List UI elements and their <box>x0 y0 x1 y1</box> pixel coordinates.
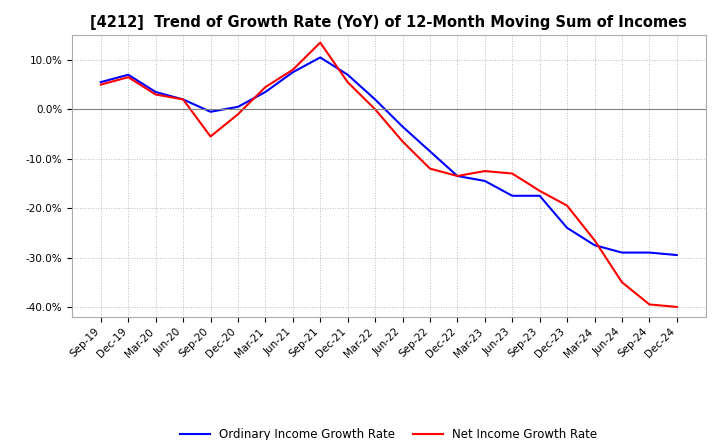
Net Income Growth Rate <box>536 188 544 194</box>
Title: [4212]  Trend of Growth Rate (YoY) of 12-Month Moving Sum of Incomes: [4212] Trend of Growth Rate (YoY) of 12-… <box>91 15 687 30</box>
Ordinary Income Growth Rate <box>536 193 544 198</box>
Net Income Growth Rate <box>96 82 105 87</box>
Ordinary Income Growth Rate <box>645 250 654 255</box>
Net Income Growth Rate <box>618 279 626 285</box>
Net Income Growth Rate <box>426 166 434 171</box>
Net Income Growth Rate <box>672 304 681 310</box>
Net Income Growth Rate <box>179 97 187 102</box>
Ordinary Income Growth Rate <box>672 253 681 258</box>
Ordinary Income Growth Rate <box>508 193 516 198</box>
Net Income Growth Rate <box>316 40 325 45</box>
Ordinary Income Growth Rate <box>590 242 599 248</box>
Ordinary Income Growth Rate <box>206 109 215 114</box>
Ordinary Income Growth Rate <box>289 70 297 75</box>
Net Income Growth Rate <box>261 84 270 90</box>
Legend: Ordinary Income Growth Rate, Net Income Growth Rate: Ordinary Income Growth Rate, Net Income … <box>176 424 602 440</box>
Net Income Growth Rate <box>289 67 297 73</box>
Net Income Growth Rate <box>563 203 572 208</box>
Net Income Growth Rate <box>206 134 215 139</box>
Net Income Growth Rate <box>590 238 599 243</box>
Ordinary Income Growth Rate <box>124 72 132 77</box>
Ordinary Income Growth Rate <box>316 55 325 60</box>
Line: Ordinary Income Growth Rate: Ordinary Income Growth Rate <box>101 58 677 255</box>
Net Income Growth Rate <box>371 106 379 112</box>
Ordinary Income Growth Rate <box>426 149 434 154</box>
Ordinary Income Growth Rate <box>480 178 489 183</box>
Net Income Growth Rate <box>645 302 654 307</box>
Net Income Growth Rate <box>233 112 242 117</box>
Ordinary Income Growth Rate <box>261 89 270 95</box>
Net Income Growth Rate <box>453 173 462 179</box>
Net Income Growth Rate <box>480 169 489 174</box>
Net Income Growth Rate <box>151 92 160 97</box>
Net Income Growth Rate <box>508 171 516 176</box>
Net Income Growth Rate <box>343 80 352 85</box>
Net Income Growth Rate <box>398 139 407 144</box>
Line: Net Income Growth Rate: Net Income Growth Rate <box>101 43 677 307</box>
Ordinary Income Growth Rate <box>343 72 352 77</box>
Ordinary Income Growth Rate <box>96 80 105 85</box>
Ordinary Income Growth Rate <box>618 250 626 255</box>
Ordinary Income Growth Rate <box>398 124 407 129</box>
Ordinary Income Growth Rate <box>453 173 462 179</box>
Ordinary Income Growth Rate <box>371 97 379 102</box>
Ordinary Income Growth Rate <box>233 104 242 110</box>
Net Income Growth Rate <box>124 74 132 80</box>
Ordinary Income Growth Rate <box>151 89 160 95</box>
Ordinary Income Growth Rate <box>563 225 572 231</box>
Ordinary Income Growth Rate <box>179 97 187 102</box>
